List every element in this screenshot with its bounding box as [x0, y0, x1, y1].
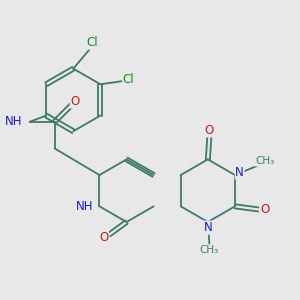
Text: NH: NH: [5, 115, 23, 128]
Text: CH₃: CH₃: [200, 245, 219, 255]
Text: Cl: Cl: [86, 36, 98, 49]
Text: O: O: [99, 231, 108, 244]
Text: NH: NH: [76, 200, 94, 213]
Text: O: O: [205, 124, 214, 137]
Text: CH₃: CH₃: [255, 156, 274, 166]
Text: N: N: [203, 221, 212, 234]
Text: O: O: [70, 95, 80, 108]
Text: Cl: Cl: [123, 73, 134, 86]
Text: O: O: [260, 203, 269, 216]
Text: N: N: [235, 166, 244, 179]
